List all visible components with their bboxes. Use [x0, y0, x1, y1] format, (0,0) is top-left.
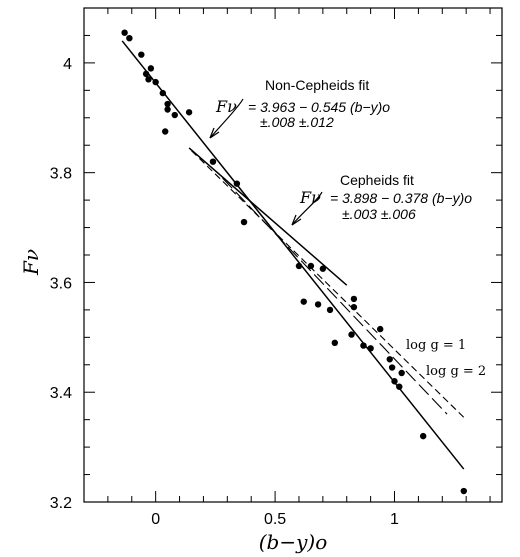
annotation-arrows	[209, 98, 323, 226]
data-point	[350, 295, 358, 303]
data-point	[147, 65, 155, 72]
logg1-label: log g = 1	[406, 338, 466, 353]
noncepheid-err: ±.008 ±.012	[260, 114, 334, 130]
data-point	[376, 325, 384, 333]
data-point	[126, 34, 133, 42]
cepheid-eq-rhs: = 3.898 − 0.378 (b−y)o	[330, 190, 472, 206]
data-point	[388, 364, 396, 371]
data-point	[307, 262, 315, 270]
data-point	[331, 339, 338, 347]
data-point	[233, 180, 241, 187]
fit-line-2	[191, 150, 467, 421]
data-point	[386, 356, 393, 363]
data-point	[360, 342, 367, 349]
tick-labels: 0 0.5 1 3.2 3.4 3.6 3.8 4	[50, 56, 399, 528]
y-tick-label: 4	[63, 56, 72, 73]
x-axis-label: (b−y)o	[259, 530, 328, 554]
logg2-label: log g = 2	[426, 364, 486, 379]
x-tick-label: 1	[390, 511, 399, 528]
data-point	[326, 306, 334, 314]
data-point	[348, 331, 355, 338]
data-point	[121, 29, 128, 36]
data-point	[159, 89, 167, 97]
data-point	[145, 76, 152, 83]
data-point	[398, 369, 405, 377]
data-points	[121, 29, 467, 495]
cepheid-arrow	[291, 191, 323, 226]
noncepheid-eq-rhs: = 3.963 − 0.545 (b−y)o	[248, 99, 390, 115]
data-point	[171, 111, 178, 119]
data-point	[300, 298, 307, 305]
noncepheid-eq-lhs: Fν	[215, 97, 237, 116]
data-point	[396, 383, 403, 390]
data-point	[138, 51, 145, 58]
data-point	[164, 100, 171, 108]
data-point	[391, 378, 398, 385]
y-tick-label: 3.4	[50, 385, 72, 402]
data-point	[152, 78, 159, 86]
data-point	[164, 106, 171, 113]
cepheid-arrowhead	[291, 214, 302, 226]
data-point	[162, 128, 169, 135]
data-point	[367, 345, 374, 352]
data-point	[209, 158, 217, 165]
noncepheid-arrow	[209, 98, 244, 139]
x-tick-label: 0	[151, 511, 160, 528]
data-point	[142, 70, 150, 78]
data-point	[319, 265, 327, 272]
data-point	[240, 218, 248, 226]
fit-line-3	[222, 177, 448, 415]
data-point	[350, 303, 358, 311]
data-point	[185, 109, 193, 116]
cepheid-err: ±.003 ±.006	[342, 206, 416, 222]
fit-line-1	[188, 147, 348, 286]
y-axis-label: Fν	[19, 249, 43, 276]
cepheid-title: Cepheids fit	[340, 172, 414, 188]
ticks	[83, 7, 502, 503]
data-point	[460, 487, 467, 495]
y-tick-label: 3.8	[50, 166, 72, 183]
noncepheid-arrowhead	[209, 127, 220, 139]
y-tick-label: 3.6	[50, 275, 72, 292]
data-point	[419, 432, 427, 440]
y-tick-label: 3.2	[50, 495, 72, 512]
fit-line-0	[121, 40, 465, 470]
cepheid-eq-lhs: Fν	[299, 188, 321, 207]
data-point	[314, 301, 322, 308]
fit-lines	[121, 40, 467, 470]
x-tick-label: 0.5	[264, 511, 286, 528]
data-point	[295, 262, 303, 270]
noncepheid-title: Non-Cepheids fit	[265, 77, 369, 93]
